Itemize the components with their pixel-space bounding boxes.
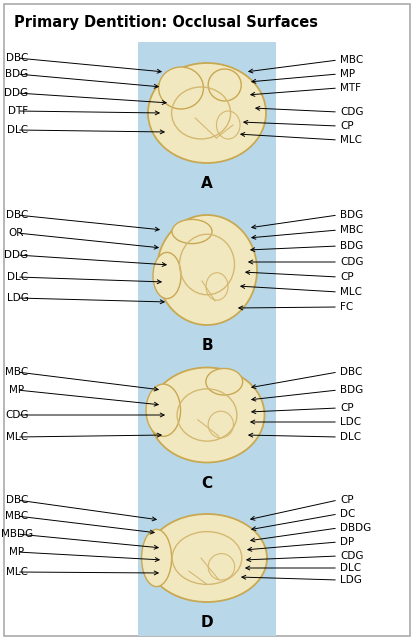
Ellipse shape (208, 69, 241, 101)
Text: MLC: MLC (7, 567, 28, 577)
Text: DBC: DBC (6, 210, 28, 220)
Bar (138, 42, 275, 636)
Text: DLC: DLC (339, 432, 360, 442)
Text: CDG: CDG (5, 410, 28, 420)
FancyBboxPatch shape (4, 4, 409, 636)
Text: DLC: DLC (7, 125, 28, 135)
Ellipse shape (146, 384, 180, 436)
Text: LDC: LDC (339, 417, 360, 427)
Text: MP: MP (339, 69, 354, 79)
Text: MLC: MLC (339, 287, 361, 297)
Ellipse shape (141, 529, 171, 587)
Text: MLC: MLC (7, 432, 28, 442)
Text: BDG: BDG (339, 241, 362, 251)
Text: DP: DP (339, 537, 354, 547)
Ellipse shape (157, 215, 256, 325)
Text: CP: CP (339, 121, 353, 131)
Text: B: B (201, 338, 212, 353)
Text: CDG: CDG (339, 107, 363, 117)
Text: BDG: BDG (339, 385, 362, 395)
Text: DBC: DBC (339, 367, 361, 377)
Text: DC: DC (339, 509, 354, 519)
Ellipse shape (158, 67, 203, 109)
Ellipse shape (149, 367, 264, 463)
Text: A: A (201, 176, 212, 191)
Ellipse shape (153, 252, 180, 299)
Text: C: C (201, 476, 212, 490)
Text: CP: CP (339, 495, 353, 505)
Text: CP: CP (339, 272, 353, 282)
Text: D: D (200, 615, 213, 630)
Text: DDG: DDG (5, 88, 28, 98)
Text: DBC: DBC (6, 53, 28, 63)
Text: LDG: LDG (7, 293, 28, 303)
Text: MP: MP (9, 547, 24, 557)
Text: CDG: CDG (339, 551, 363, 561)
Text: FC: FC (339, 302, 352, 312)
Text: CP: CP (339, 403, 353, 413)
Text: MBC: MBC (339, 225, 362, 235)
Ellipse shape (205, 369, 242, 395)
Text: MBC: MBC (339, 55, 362, 65)
Text: OR: OR (9, 228, 24, 238)
Text: DDG: DDG (5, 250, 28, 260)
Text: MP: MP (9, 385, 24, 395)
Text: Primary Dentition: Occlusal Surfaces: Primary Dentition: Occlusal Surfaces (14, 15, 317, 29)
Text: BDG: BDG (5, 69, 28, 79)
Text: MTF: MTF (339, 83, 360, 93)
Text: MLC: MLC (339, 135, 361, 145)
Text: MBC: MBC (5, 511, 28, 521)
Text: DBC: DBC (6, 495, 28, 505)
Ellipse shape (147, 63, 266, 163)
Ellipse shape (147, 514, 266, 602)
Text: MBDG: MBDG (1, 529, 33, 539)
Text: CDG: CDG (339, 257, 363, 267)
Text: LDG: LDG (339, 575, 361, 585)
Ellipse shape (171, 220, 211, 244)
Text: DLC: DLC (339, 563, 360, 573)
Text: DTF: DTF (8, 106, 28, 116)
Text: MBC: MBC (5, 367, 28, 377)
Text: DBDG: DBDG (339, 523, 370, 533)
Text: DLC: DLC (7, 272, 28, 282)
Text: BDG: BDG (339, 210, 362, 220)
